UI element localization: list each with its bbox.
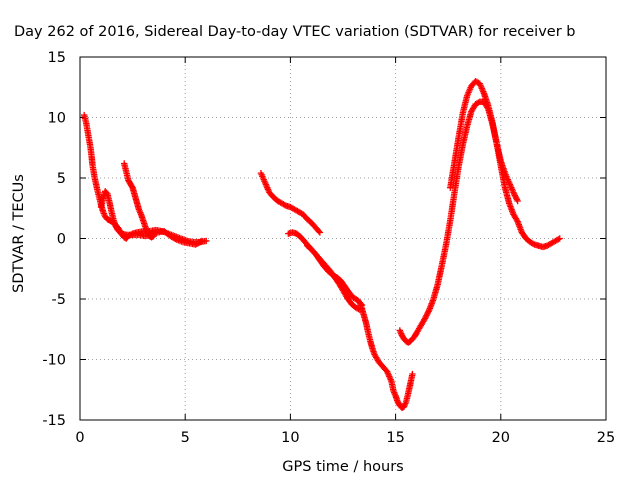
data-point	[513, 194, 520, 202]
x-tick-label: 0	[75, 430, 84, 446]
data-point	[529, 240, 537, 247]
data-point	[510, 189, 517, 196]
x-tick-label: 25	[597, 430, 615, 446]
data-point	[421, 315, 429, 322]
data-point	[409, 370, 416, 378]
data-point	[197, 238, 204, 245]
data-point	[424, 309, 432, 316]
data-point	[315, 228, 323, 235]
data-point	[316, 229, 324, 236]
data-point	[514, 197, 521, 205]
data-point	[425, 308, 432, 315]
data-point	[556, 235, 563, 242]
chart-title: Day 262 of 2016, Sidereal Day-to-day VTE…	[14, 24, 575, 40]
data-point	[511, 192, 519, 199]
grid-lines	[80, 57, 606, 420]
data-point	[198, 237, 206, 245]
data-point	[510, 190, 518, 198]
data-point	[475, 99, 482, 106]
data-point	[512, 193, 519, 200]
data-point	[513, 196, 521, 203]
x-tick-label: 15	[386, 430, 404, 446]
data-point	[423, 310, 431, 318]
data-point	[172, 235, 179, 243]
y-tick-label: 5	[57, 171, 66, 187]
data-point	[281, 201, 288, 209]
x-tick-label: 10	[281, 430, 299, 446]
x-tick-label: 5	[181, 430, 190, 446]
y-axis-label: SDTVAR / TECUs	[11, 174, 27, 293]
axis-ticks: 0 5 10 15 20 25 -15 -10 -5 0 5 10 15	[42, 50, 615, 446]
x-axis-label: GPS time / hours	[282, 459, 403, 475]
y-tick-label: 15	[48, 50, 66, 66]
data-point	[422, 313, 429, 321]
data-point	[555, 236, 562, 243]
data-point	[423, 312, 430, 319]
data-point	[513, 216, 520, 224]
y-tick-label: 0	[57, 232, 66, 248]
data-points	[81, 78, 563, 412]
plot-frame	[79, 56, 607, 421]
y-tick-label: -10	[42, 353, 66, 369]
y-tick-label: -5	[52, 292, 66, 308]
data-point	[150, 232, 157, 240]
x-tick-label: 20	[492, 430, 510, 446]
y-tick-label: 10	[48, 111, 66, 127]
data-point	[103, 189, 110, 196]
y-tick-label: -15	[42, 413, 66, 429]
